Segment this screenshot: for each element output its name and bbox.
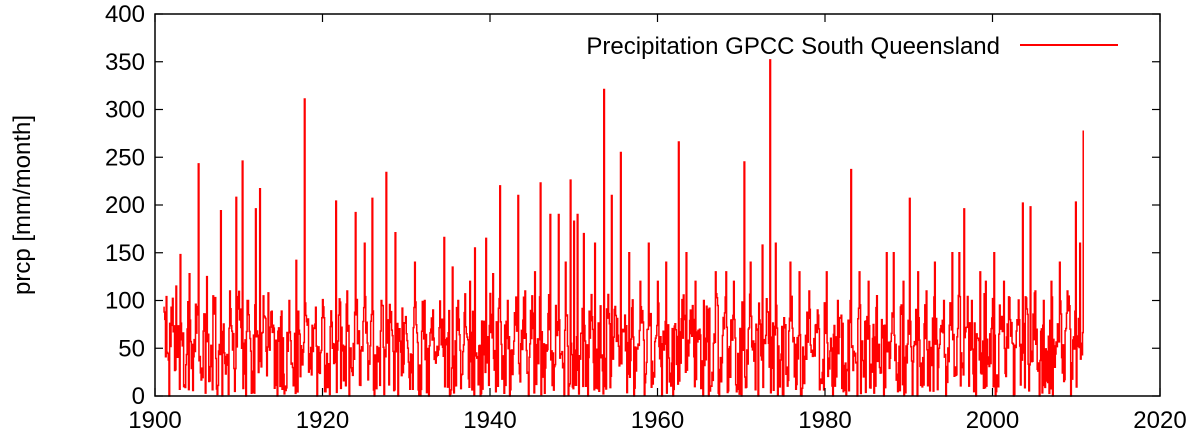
x-tick-label: 1980 <box>798 407 851 434</box>
x-tick-label: 1960 <box>631 407 684 434</box>
axis-ticks: 1900 1920 1940 1960 1980 2000 2020 0 50 100 150 200… <box>105 1 1187 434</box>
x-tick-label: 1900 <box>128 407 181 434</box>
y-tick-label: 350 <box>105 49 145 76</box>
y-tick-label: 200 <box>105 192 145 219</box>
y-tick-label: 400 <box>105 1 145 28</box>
precipitation-series-line <box>163 59 1084 397</box>
x-tick-label: 1940 <box>463 407 516 434</box>
x-tick-label: 1920 <box>296 407 349 434</box>
x-tick-label: 2020 <box>1133 407 1186 434</box>
legend: Precipitation GPCC South Queensland <box>586 33 1118 60</box>
y-tick-label: 300 <box>105 97 145 124</box>
x-tick-label: 2000 <box>966 407 1019 434</box>
y-tick-label: 250 <box>105 144 145 171</box>
y-axis-label: prcp [mm/month] <box>9 115 36 295</box>
y-tick-label: 50 <box>118 335 145 362</box>
y-tick-label: 150 <box>105 240 145 267</box>
data-layer <box>163 59 1084 397</box>
y-tick-label: 0 <box>132 383 145 410</box>
legend-label: Precipitation GPCC South Queensland <box>586 33 1000 60</box>
y-tick-label: 100 <box>105 288 145 315</box>
